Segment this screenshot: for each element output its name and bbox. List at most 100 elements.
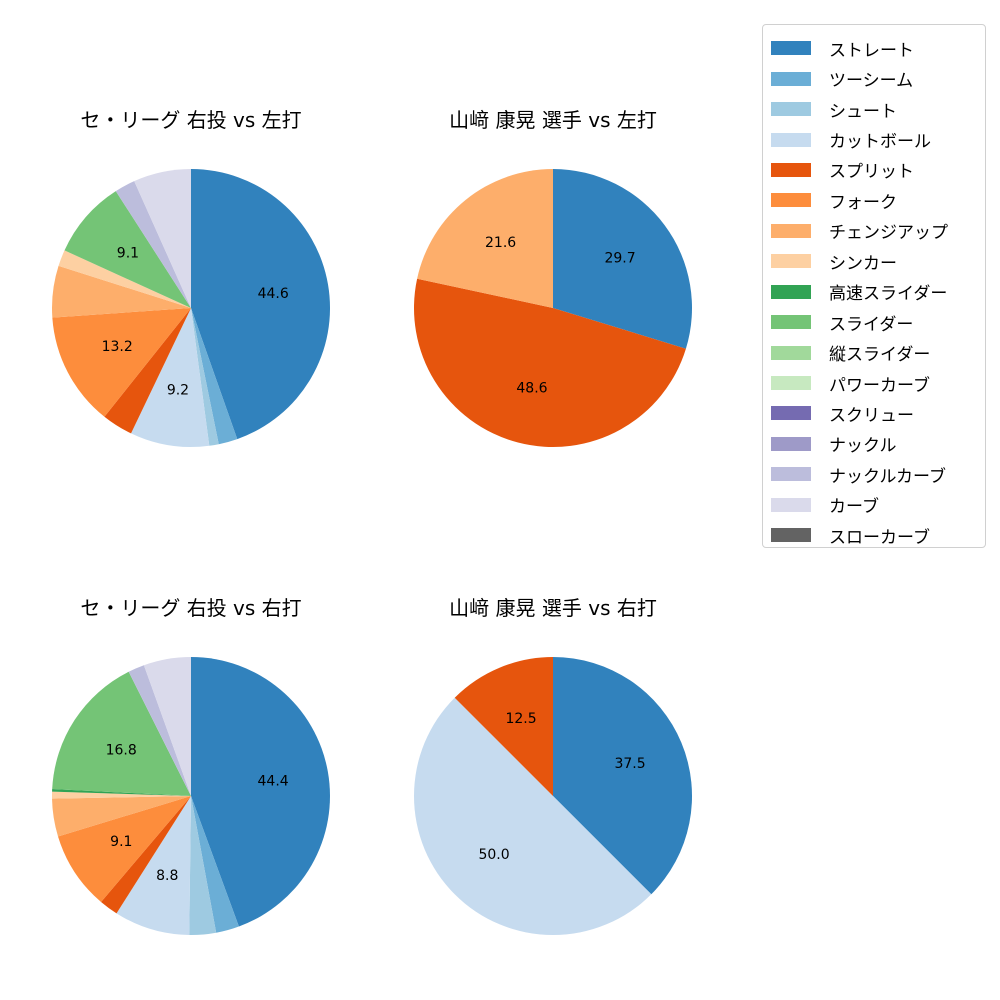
legend-item: シンカー: [771, 246, 985, 276]
legend-label: ツーシーム: [829, 71, 914, 92]
pie-slice: [116, 796, 191, 935]
legend-swatch: [771, 71, 811, 86]
legend-label: ナックルカーブ: [829, 466, 946, 487]
legend-swatch: [771, 254, 811, 269]
slice-value-label: 16.8: [106, 742, 137, 758]
pie-slice: [52, 308, 191, 417]
pie-slice: [191, 796, 239, 933]
legend-label: チェンジアップ: [829, 223, 948, 244]
legend-label: パワーカーブ: [829, 375, 930, 396]
legend-item: フォーク: [771, 185, 985, 215]
slice-value-label: 44.6: [258, 286, 289, 302]
pie-slice: [52, 789, 191, 796]
pie-slice: [128, 665, 191, 796]
legend-label: 縦スライダー: [829, 345, 931, 366]
legend-swatch: [771, 132, 811, 147]
legend-label: 高速スライダー: [829, 284, 948, 305]
pie-slice: [52, 796, 191, 837]
legend-swatch: [771, 376, 811, 391]
pie-slice: [454, 657, 553, 796]
legend-swatch: [771, 497, 811, 512]
pie-pitcher-vs-left: 29.7 48.6 21.6: [413, 169, 693, 448]
legend-label: ストレート: [829, 40, 914, 61]
legend-item: 縦スライダー: [771, 337, 985, 367]
legend-label: スクリュー: [829, 405, 914, 426]
pie-slice: [191, 169, 331, 440]
legend-item: 高速スライダー: [771, 277, 985, 307]
legend-swatch: [771, 41, 811, 56]
legend-item: カットボール: [771, 124, 985, 154]
slice-value-label: 37.5: [614, 756, 645, 772]
pie-slice: [101, 796, 191, 914]
legend-swatch: [771, 315, 811, 330]
slice-value-label: 29.7: [604, 250, 635, 266]
pie-slice: [115, 181, 191, 308]
pie-slice: [413, 697, 652, 936]
pie-slice: [134, 169, 191, 308]
pie-slice: [191, 308, 219, 446]
legend-swatch: [771, 162, 811, 177]
legend-item: ツーシーム: [771, 63, 985, 93]
chart-title-league-vs-left: セ・リーグ 右投 vs 左打: [80, 108, 302, 132]
legend-item: パワーカーブ: [771, 368, 985, 398]
legend-item: ナックルカーブ: [771, 459, 985, 489]
pie-slice: [131, 308, 210, 447]
slice-value-label: 8.8: [156, 868, 178, 884]
legend-item: スプリット: [771, 155, 985, 185]
chart-title-pitcher-vs-right: 山﨑 康晃 選手 vs 右打: [449, 596, 657, 620]
legend-label: スライダー: [829, 314, 914, 335]
legend-swatch: [771, 284, 811, 299]
pie-league-vs-left: 44.6 9.2 13.2 9.1: [51, 169, 331, 447]
pie-slice: [64, 191, 191, 308]
pie-slice: [52, 671, 192, 796]
legend-label: カットボール: [829, 132, 931, 153]
chart-title-pitcher-vs-left: 山﨑 康晃 選手 vs 左打: [449, 108, 657, 132]
legend-swatch: [771, 193, 811, 208]
pie-slice: [51, 791, 191, 799]
chart-title-league-vs-right: セ・リーグ 右投 vs 右打: [80, 596, 302, 620]
pie-slice: [553, 657, 693, 895]
pie-slice: [51, 265, 191, 318]
legend-item: シュート: [771, 94, 985, 124]
legend-item: カーブ: [771, 490, 985, 520]
legend-swatch: [771, 223, 811, 238]
legend-swatch: [771, 467, 811, 482]
legend-label: カーブ: [829, 497, 879, 518]
legend-label: シュート: [829, 101, 897, 122]
legend-swatch: [771, 345, 811, 360]
pie-slice: [553, 169, 693, 349]
slice-value-label: 9.1: [117, 245, 139, 261]
legend-label: シンカー: [829, 253, 897, 274]
slice-value-label: 50.0: [478, 847, 509, 863]
legend-item: スライダー: [771, 307, 985, 337]
pie-slice: [413, 278, 686, 448]
legend-item: ナックル: [771, 429, 985, 459]
pie-slice: [104, 308, 191, 434]
legend-label: スローカーブ: [829, 527, 930, 548]
pie-slice: [191, 657, 330, 927]
pie-league-vs-right: 44.4 8.8 9.1 16.8: [51, 657, 330, 936]
legend-label: スプリット: [829, 162, 914, 183]
slice-value-label: 9.2: [167, 382, 189, 398]
legend-item: スローカーブ: [771, 520, 985, 550]
slice-value-label: 44.4: [258, 773, 289, 789]
pie-slice: [417, 169, 553, 308]
pie-slice: [58, 796, 191, 902]
pie-slice: [58, 250, 191, 308]
legend-item: チェンジアップ: [771, 216, 985, 246]
pie-slice: [189, 796, 217, 936]
legend-swatch: [771, 436, 811, 451]
legend-label: フォーク: [829, 192, 897, 213]
slice-value-label: 48.6: [516, 381, 547, 397]
slice-value-label: 21.6: [485, 235, 516, 251]
legend-item: ストレート: [771, 33, 985, 63]
legend-swatch: [771, 406, 811, 421]
pie-slice: [191, 308, 238, 445]
legend-item: スクリュー: [771, 398, 985, 428]
legend-swatch: [771, 528, 811, 543]
legend-swatch: [771, 102, 811, 117]
slice-value-label: 9.1: [110, 834, 132, 850]
slice-value-label: 13.2: [102, 339, 133, 355]
slice-value-label: 12.5: [505, 711, 536, 727]
